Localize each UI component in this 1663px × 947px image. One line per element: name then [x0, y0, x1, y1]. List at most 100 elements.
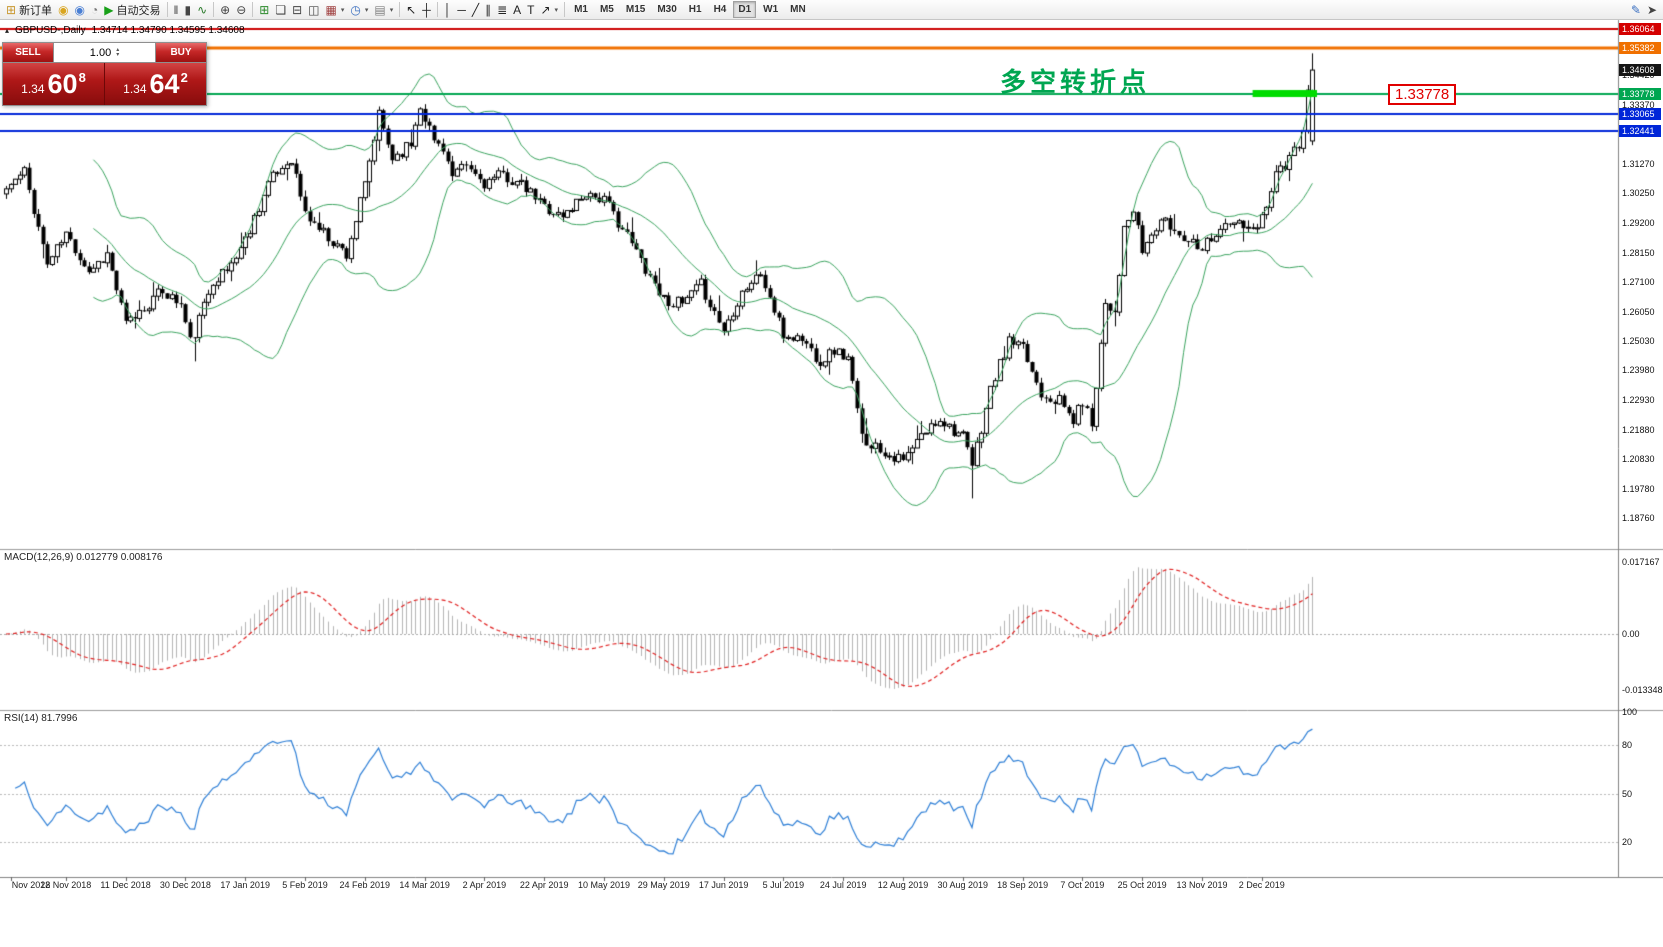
pointer-button[interactable]: ➤ — [1644, 1, 1660, 18]
zoom-out-button[interactable]: ⊖ — [233, 1, 249, 18]
timeframe-h1-button[interactable]: H1 — [688, 4, 702, 15]
rsi-scale-label: 20 — [1622, 837, 1633, 848]
timeframe-m1-button[interactable]: M1 — [574, 4, 588, 15]
user-button[interactable]: ◉ — [72, 1, 88, 18]
new-chart-icon: ▦ — [325, 2, 337, 17]
text-button[interactable]: A — [510, 1, 524, 18]
arrows-dropdown-icon[interactable]: ▾ — [554, 6, 559, 14]
channel-button[interactable]: ∥ — [482, 1, 494, 18]
timeframe-d1-button[interactable]: D1 — [733, 1, 757, 18]
feedback-button[interactable]: ✎ — [1628, 1, 1644, 18]
volume-spinner-icon[interactable]: ▴ ▾ — [116, 46, 120, 58]
arrows-icon: ↗ — [540, 2, 551, 17]
timeframe-w1-button[interactable]: W1 — [763, 4, 779, 15]
date-label: 24 Jul 2019 — [819, 880, 867, 890]
price-badge: 1.35382 — [1619, 42, 1661, 55]
cursor-button[interactable]: ↖ — [403, 1, 419, 18]
price-tick: 1.25030 — [1622, 335, 1655, 346]
sell-button[interactable]: SELL — [3, 43, 53, 62]
collapse-panel-icon[interactable]: ▴ — [5, 26, 10, 35]
price-axis[interactable]: 1.344201.333701.312701.302501.292001.281… — [1618, 0, 1663, 900]
price-tick: 1.27100 — [1622, 277, 1655, 288]
arrows-button[interactable]: ↗ ▾ — [537, 1, 561, 18]
date-label: 24 Feb 2019 — [339, 880, 391, 890]
templates-icon: ▤ — [374, 2, 386, 17]
new-chart-dropdown-icon[interactable]: ▾ — [340, 6, 345, 14]
fibonacci-button[interactable]: ≣ — [494, 1, 510, 18]
sell-price-big: 60 — [47, 68, 78, 99]
horizontal-line-button[interactable]: ─ — [454, 1, 469, 18]
timeframe-m5-button[interactable]: M5 — [599, 4, 614, 15]
new-order-label: 新订单 — [19, 4, 53, 17]
rsi-scale-label: 50 — [1622, 788, 1633, 799]
candlestick-button[interactable]: ▮ — [181, 1, 194, 18]
cursor-icon: ↖ — [406, 2, 417, 17]
vertical-line-button[interactable]: │ — [441, 1, 455, 18]
zoom-in-button[interactable]: ⊕ — [217, 1, 233, 18]
new-order-button[interactable]: ⊞ 新订单 — [3, 1, 55, 18]
tile-windows-icon: ⊞ — [259, 2, 270, 17]
one-click-trading-panel: SELL 1.00 ▴ ▾ BUY 1.34 60 8 1.34 64 2 — [2, 42, 207, 106]
templates-dropdown-icon[interactable]: ▾ — [389, 6, 394, 14]
rsi-scale-label: 80 — [1622, 739, 1633, 750]
trendline-button[interactable]: ╱ — [469, 1, 482, 18]
date-label: 2 Dec 2019 — [1238, 880, 1285, 890]
tile-vertical-button[interactable]: ◫ — [305, 1, 322, 18]
templates-button[interactable]: ▤ ▾ — [371, 1, 396, 18]
crosshair-button[interactable]: ┼ — [419, 1, 434, 18]
date-label: 7 Oct 2019 — [1060, 880, 1105, 890]
tile-horizontal-icon: ⊟ — [292, 2, 303, 17]
buy-button[interactable]: BUY — [156, 43, 206, 62]
timeframe-m30-button[interactable]: M30 — [657, 4, 677, 15]
candlestick-icon: ▮ — [184, 2, 192, 17]
tile-horizontal-button[interactable]: ⊟ — [289, 1, 305, 18]
price-tick: 1.23980 — [1622, 365, 1655, 376]
timeframe-mn-button[interactable]: MN — [790, 4, 806, 15]
time-axis[interactable]: Nov 2018 22 Nov 2018 11 Dec 2018 30 Dec 201… — [0, 878, 1618, 896]
refresh-icon: ◔ — [91, 2, 99, 17]
bar-chart-icon: ‖ — [173, 2, 179, 17]
refresh-button[interactable]: ◔ — [88, 1, 101, 18]
label-button[interactable]: T — [524, 1, 537, 18]
macd-scale-label: 0.00 — [1622, 629, 1640, 639]
toolbar-separator — [399, 2, 401, 17]
price-tick: 1.22930 — [1622, 395, 1655, 406]
timeframe-h4-button[interactable]: H4 — [713, 4, 727, 15]
bar-chart-button[interactable]: ‖ — [171, 1, 182, 18]
macd-label: MACD(12,26,9) 0.012779 0.008176 — [4, 552, 163, 563]
profiles-button[interactable]: ◷ ▾ — [347, 1, 371, 18]
coin-button[interactable]: ◉ — [55, 1, 71, 18]
crosshair-icon: ┼ — [422, 2, 431, 17]
date-label: 17 Jun 2019 — [698, 880, 749, 890]
channel-icon: ∥ — [485, 2, 492, 17]
price-tick: 1.21880 — [1622, 424, 1655, 435]
volume-input[interactable]: 1.00 ▴ ▾ — [53, 43, 156, 62]
date-label: 14 Mar 2019 — [399, 880, 450, 890]
line-chart-button[interactable]: ∿ — [194, 1, 210, 18]
date-label: 13 Nov 2019 — [1176, 880, 1228, 890]
new-chart-button[interactable]: ▦ ▾ — [323, 1, 348, 18]
buy-price-button[interactable]: 1.34 64 2 — [105, 63, 206, 105]
price-tick: 1.20830 — [1622, 454, 1655, 465]
auto-trading-button[interactable]: ▶ 自动交易 — [101, 1, 163, 18]
timeframe-m15-button[interactable]: M15 — [625, 4, 646, 15]
rsi-label: RSI(14) 81.7996 — [4, 713, 78, 724]
profiles-dropdown-icon[interactable]: ▾ — [364, 6, 369, 14]
sell-price-button[interactable]: 1.34 60 8 — [3, 63, 105, 105]
cascade-windows-icon: ❏ — [275, 2, 287, 17]
date-label: 18 Sep 2019 — [997, 880, 1049, 890]
macd-scale-label: 0.017167 — [1622, 557, 1660, 568]
annotation-text: 多空转折点 — [1000, 67, 1151, 97]
date-label: 11 Dec 2018 — [100, 880, 151, 890]
toolbar-separator — [436, 2, 438, 17]
price-badge: 1.32441 — [1619, 125, 1661, 138]
cascade-windows-button[interactable]: ❏ — [272, 1, 289, 18]
date-label: 22 Nov 2018 — [40, 880, 92, 890]
tile-windows-button[interactable]: ⊞ — [256, 1, 272, 18]
price-badge: 1.36064 — [1619, 22, 1661, 35]
date-label: 2 Apr 2019 — [462, 880, 507, 890]
price-tick: 1.19780 — [1622, 484, 1655, 495]
date-label: 5 Jul 2019 — [762, 880, 805, 890]
buy-price-prefix: 1.34 — [123, 82, 147, 96]
